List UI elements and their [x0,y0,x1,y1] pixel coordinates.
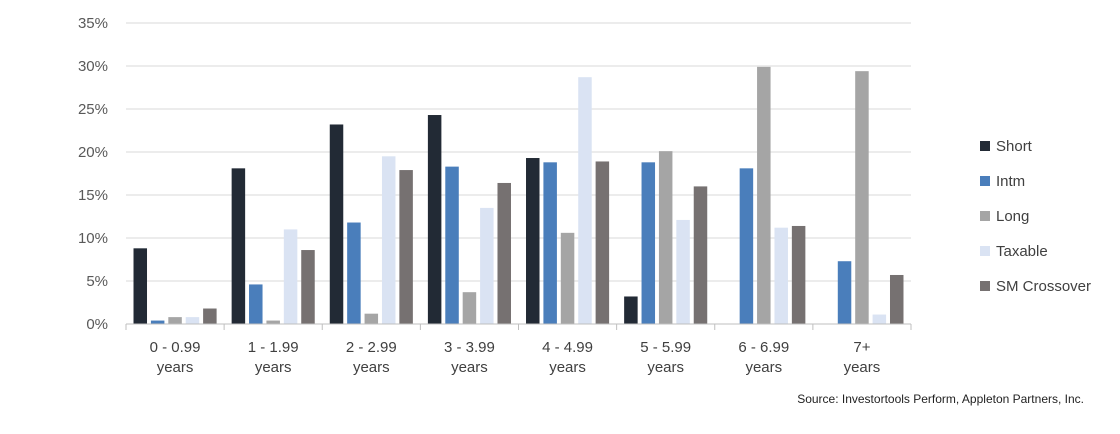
bar-intm [739,168,754,324]
bar-long [855,71,869,324]
bar-sm-crossover [203,308,217,324]
bar-intm [347,222,361,324]
bar-sm-crossover [595,161,610,324]
legend-label: SM Crossover [996,278,1091,295]
bar-long [757,66,771,325]
x-category-label: 0 - 0.99 years [150,339,201,376]
bar-taxable [480,207,494,324]
bar-long [462,292,477,324]
bar-taxable [872,314,887,324]
bar-long [266,320,280,324]
bars [133,66,904,325]
bar-long [364,313,379,324]
y-tick-label: 15% [78,187,108,204]
bar-short [427,115,442,325]
bar-intm [249,284,263,324]
bar-taxable [774,227,788,324]
bar-sm-crossover [301,250,315,324]
legend-label: Long [996,208,1029,225]
bar-short [329,124,344,324]
x-category-label: 3 - 3.99 years [444,339,495,376]
bar-sm-crossover [889,274,904,324]
legend-label: Intm [996,173,1025,190]
y-tick-label: 5% [86,273,108,290]
y-tick-label: 10% [78,230,108,247]
bar-taxable [283,229,298,324]
legend-swatch [980,141,990,151]
y-tick-label: 30% [78,58,108,75]
x-category-label: 2 - 2.99 years [346,339,397,376]
x-category-label: 6 - 6.99 years [738,339,789,376]
bar-sm-crossover [693,186,708,324]
bar-taxable [578,77,592,325]
x-category-label: 1 - 1.99 years [248,339,299,376]
bar-taxable [676,219,690,324]
bar-intm [543,162,557,324]
bar-long [168,317,182,324]
legend-label: Taxable [996,243,1048,260]
bar-short [231,168,246,324]
x-category-label: 4 - 4.99 years [542,339,593,376]
gridlines [126,22,911,282]
y-axis-ticks: 0% 5% 10% 15% 20% 25% 30% 35% [78,15,108,333]
bar-short [133,248,148,324]
y-tick-label: 0% [86,316,108,333]
legend-swatch [980,176,990,186]
bar-intm [150,320,165,324]
x-category-label: 7+ years [844,339,881,376]
legend-swatch [980,211,990,221]
bar-short [624,296,638,324]
bar-sm-crossover [791,225,806,324]
y-tick-label: 25% [78,101,108,118]
bar-intm [837,261,852,324]
bar-intm [445,166,459,324]
bar-short [526,158,540,324]
y-tick-label: 35% [78,15,108,32]
legend-label: Short [996,138,1033,155]
bar-taxable [185,317,200,324]
bar-sm-crossover [497,182,511,324]
x-axis [125,323,912,330]
legend-swatch [980,281,990,291]
bar-sm-crossover [399,170,413,324]
bar-long [560,232,575,324]
source-note: Source: Investortools Perform, Appleton … [797,392,1084,406]
legend: Short Intm Long Taxable SM Crossover [980,138,1091,295]
x-axis-categories: 0 - 0.99 years 1 - 1.99 years 2 - 2.99 years 3… [150,339,881,376]
bar-taxable [381,156,396,324]
bar-intm [641,162,656,324]
bar-long [658,151,673,324]
x-category-label: 5 - 5.99 years [640,339,691,376]
y-tick-label: 20% [78,144,108,161]
legend-swatch [980,246,990,256]
